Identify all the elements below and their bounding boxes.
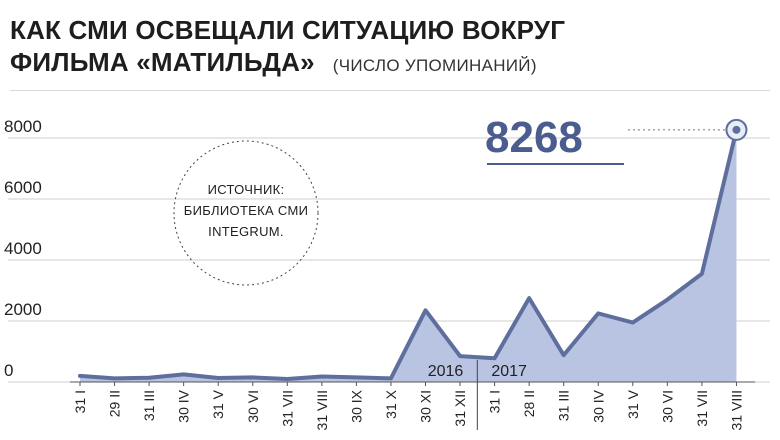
x-tick-label: 28 II — [521, 390, 537, 417]
peak-value-label: 8268 — [485, 113, 583, 162]
x-tick-label: 31 III — [556, 390, 572, 421]
y-tick-label: 0 — [4, 361, 13, 380]
y-tick-label: 8000 — [4, 117, 42, 136]
x-tick-label: 31 I — [487, 390, 503, 413]
area-fill — [80, 129, 737, 382]
x-tick-label: 30 IV — [590, 389, 606, 422]
x-tick-label: 30 IX — [348, 389, 364, 422]
x-tick-label: 30 VI — [245, 390, 261, 423]
x-tick-label: 31 VII — [694, 390, 710, 427]
x-tick-label: 31 XII — [452, 390, 468, 427]
data-point — [665, 298, 669, 302]
series-line — [78, 127, 739, 381]
data-point — [389, 376, 393, 380]
x-tick-label: 31 VIII — [728, 390, 744, 430]
x-tick-label: 31 VII — [279, 390, 295, 427]
chart-subtitle: (ЧИСЛО УПОМИНАНИЙ) — [332, 56, 537, 75]
data-point — [216, 376, 220, 380]
chart-title-text-2: ФИЛЬМА «МАТИЛЬДА» — [10, 47, 315, 77]
x-tick-label: 29 II — [107, 390, 123, 417]
year-label: 2016 — [428, 363, 464, 380]
data-point — [631, 321, 635, 325]
source-text-line: ИСТОЧНИК: — [208, 182, 285, 197]
data-point — [354, 375, 358, 379]
data-point — [251, 375, 255, 379]
data-point — [182, 372, 186, 376]
x-tick-label: 31 V — [210, 389, 226, 418]
data-point — [113, 376, 117, 380]
peak-marker-dot — [732, 125, 741, 134]
source-text-line: INTEGRUM. — [208, 224, 284, 239]
data-point — [147, 376, 151, 380]
year-label: 2017 — [491, 363, 527, 380]
data-point — [493, 356, 497, 360]
data-point — [424, 308, 427, 312]
data-point — [320, 375, 324, 379]
data-point — [527, 296, 531, 300]
data-point — [562, 353, 566, 357]
x-tick-label: 30 IV — [176, 389, 192, 422]
x-tick-label: 31 VIII — [314, 390, 330, 430]
chart-title-line-2: ФИЛЬМА «МАТИЛЬДА» (ЧИСЛО УПОМИНАНИЙ) — [10, 46, 565, 82]
title-divider — [10, 90, 770, 91]
y-tick-label: 4000 — [4, 239, 42, 258]
x-tick-label: 30 VI — [659, 390, 675, 423]
x-tick-label: 31 V — [625, 389, 641, 418]
y-tick-label: 6000 — [4, 178, 42, 197]
data-point — [78, 374, 82, 378]
y-tick-label: 2000 — [4, 300, 42, 319]
data-point — [596, 311, 600, 315]
chart-title-block: КАК СМИ ОСВЕЩАЛИ СИТУАЦИЮ ВОКРУГ ФИЛЬМА … — [10, 14, 565, 82]
chart-title-line-1: КАК СМИ ОСВЕЩАЛИ СИТУАЦИЮ ВОКРУГ — [10, 15, 566, 45]
x-tick-label: 31 III — [141, 390, 157, 421]
source-circle — [173, 140, 319, 286]
x-tick-label: 31 I — [72, 390, 88, 413]
data-point — [700, 272, 704, 276]
source-text-line: БИБЛИОТЕКА СМИ — [184, 203, 308, 218]
x-tick-label: 31 X — [383, 389, 399, 418]
data-point — [285, 377, 289, 381]
x-tick-label: 30 XI — [418, 390, 434, 423]
data-point — [458, 354, 462, 358]
